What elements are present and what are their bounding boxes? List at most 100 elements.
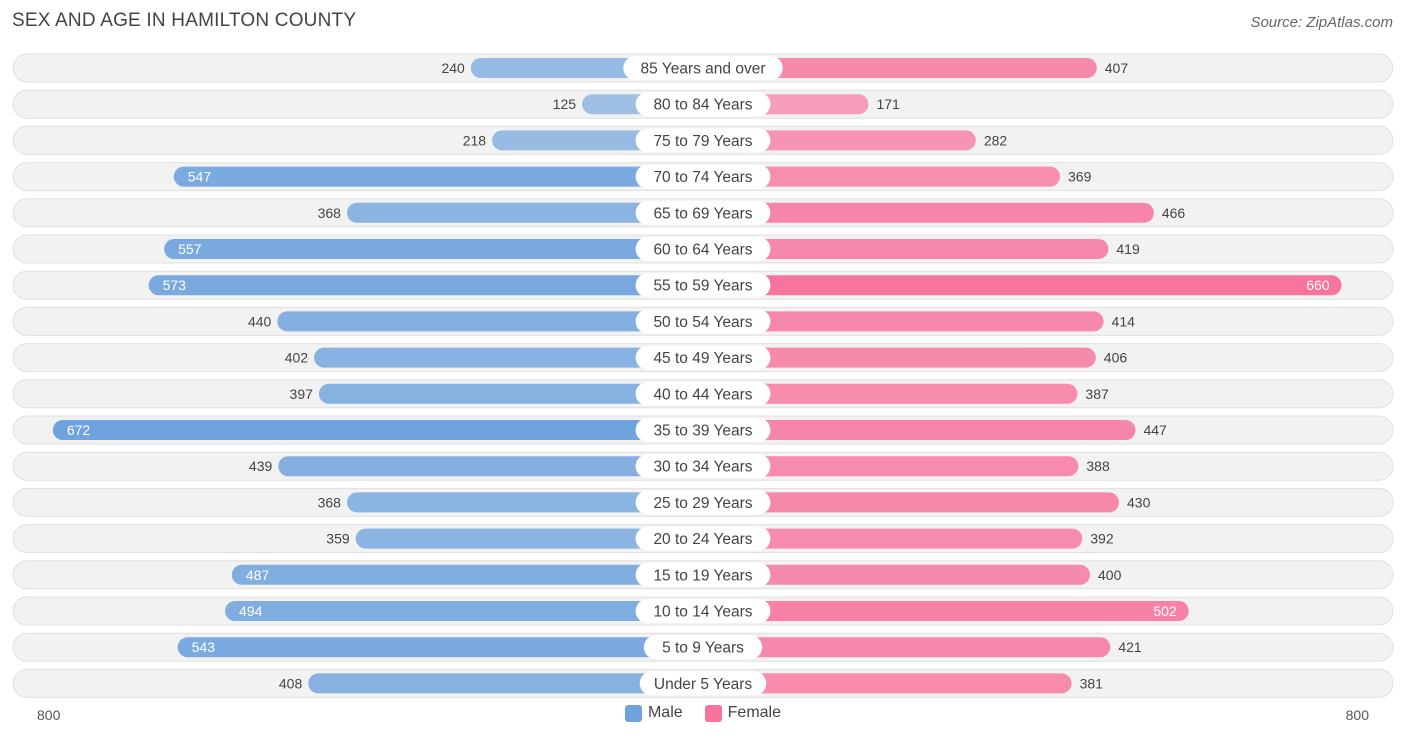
male-bar[interactable] <box>173 166 714 187</box>
age-label: 75 to 79 Years <box>653 133 752 150</box>
age-label: 50 to 54 Years <box>653 314 752 331</box>
age-label: 45 to 49 Years <box>653 350 752 367</box>
male-bar[interactable] <box>346 492 713 513</box>
age-row: 557 419 60 to 64 Years <box>12 234 1394 264</box>
male-value-label: 439 <box>249 458 273 474</box>
age-row: 402 406 45 to 49 Years <box>12 343 1394 373</box>
age-pill <box>643 635 763 660</box>
age-row: 240 407 85 Years and over <box>12 53 1394 83</box>
age-label: 65 to 69 Years <box>653 205 752 222</box>
female-value-label: 447 <box>1143 422 1167 438</box>
female-bar[interactable] <box>693 202 1154 223</box>
male-bar[interactable] <box>277 311 713 332</box>
age-pill <box>635 418 771 442</box>
male-bar[interactable] <box>164 239 714 259</box>
female-value-label: 502 <box>1153 603 1177 619</box>
male-bar[interactable] <box>231 564 713 585</box>
legend: Male Female <box>0 704 1406 722</box>
female-bar[interactable] <box>693 275 1342 296</box>
age-label: 40 to 44 Years <box>653 386 752 403</box>
age-row: 397 387 40 to 44 Years <box>12 379 1394 409</box>
age-row: 408 381 Under 5 Years <box>12 668 1394 698</box>
female-value-label: 392 <box>1090 531 1114 547</box>
age-label: 60 to 64 Years <box>653 242 752 259</box>
male-bar[interactable] <box>346 202 713 223</box>
age-pill <box>635 381 771 406</box>
male-bar[interactable] <box>314 347 713 368</box>
female-bar[interactable] <box>693 637 1111 658</box>
age-label: 25 to 29 Years <box>653 495 752 512</box>
age-pill <box>635 128 771 153</box>
male-value-label: 494 <box>239 603 263 619</box>
male-bar[interactable] <box>225 601 713 621</box>
female-bar[interactable] <box>693 528 1083 549</box>
female-bar[interactable] <box>693 673 1072 694</box>
age-label: 35 to 39 Years <box>653 423 752 440</box>
age-pill <box>635 345 771 370</box>
age-label: 20 to 24 Years <box>653 531 752 548</box>
age-pill <box>635 92 771 117</box>
male-value-label: 543 <box>192 639 216 655</box>
male-value-label: 240 <box>441 60 465 76</box>
female-bar[interactable] <box>693 420 1136 440</box>
age-label: 30 to 34 Years <box>653 459 752 476</box>
male-value-label: 359 <box>326 531 350 547</box>
female-value-label: 430 <box>1127 494 1151 510</box>
male-value-label: 557 <box>178 241 202 257</box>
female-bar[interactable] <box>693 564 1090 585</box>
male-value-label: 368 <box>318 494 342 510</box>
age-row: 125 171 80 to 84 Years <box>12 89 1394 119</box>
female-bar[interactable] <box>693 383 1078 404</box>
axis-right-label: 800 <box>1345 707 1369 723</box>
male-value-label: 547 <box>188 169 212 185</box>
female-value-label: 388 <box>1086 458 1110 474</box>
age-row: 494 502 10 to 14 Years <box>12 596 1394 626</box>
male-bar[interactable] <box>355 528 713 549</box>
age-row: 359 392 20 to 24 Years <box>12 524 1394 554</box>
legend-item-male[interactable]: Male <box>624 704 683 722</box>
male-bar[interactable] <box>308 673 713 694</box>
female-bar[interactable] <box>693 239 1109 259</box>
female-bar[interactable] <box>693 347 1096 368</box>
chart-source: Source: ZipAtlas.com <box>1250 14 1393 31</box>
age-row: 218 282 75 to 79 Years <box>12 125 1394 155</box>
male-value-label: 125 <box>553 96 577 112</box>
female-bar[interactable] <box>693 456 1079 477</box>
female-bar[interactable] <box>693 166 1061 187</box>
female-value-label: 400 <box>1098 567 1122 583</box>
legend-swatch-male <box>624 704 642 722</box>
male-value-label: 573 <box>163 277 187 293</box>
male-bar[interactable] <box>318 383 713 404</box>
female-bar[interactable] <box>693 58 1097 78</box>
age-pill <box>635 562 771 587</box>
age-label: 5 to 9 Years <box>662 640 744 657</box>
female-value-label: 414 <box>1112 313 1136 329</box>
female-bar[interactable] <box>693 492 1120 513</box>
age-pill <box>635 273 771 298</box>
female-value-label: 406 <box>1104 350 1128 366</box>
female-value-label: 387 <box>1085 386 1109 402</box>
age-pill <box>639 671 767 696</box>
age-pill <box>623 56 783 80</box>
male-value-label: 397 <box>290 386 314 402</box>
female-value-label: 660 <box>1306 277 1330 293</box>
male-bar[interactable] <box>148 275 713 296</box>
male-bar[interactable] <box>177 637 713 658</box>
female-value-label: 466 <box>1162 205 1186 221</box>
age-label: 15 to 19 Years <box>653 567 752 584</box>
age-pill <box>635 599 771 623</box>
male-value-label: 402 <box>285 350 309 366</box>
age-row: 547 369 70 to 74 Years <box>12 162 1394 192</box>
female-bar[interactable] <box>693 601 1189 621</box>
legend-item-female[interactable]: Female <box>704 704 781 722</box>
male-value-label: 487 <box>246 567 270 583</box>
male-value-label: 408 <box>279 675 303 691</box>
male-bar[interactable] <box>52 420 713 440</box>
male-bar[interactable] <box>278 456 713 477</box>
age-label: Under 5 Years <box>654 676 752 693</box>
female-bar[interactable] <box>693 311 1104 332</box>
age-pill <box>635 309 771 334</box>
age-label: 85 Years and over <box>641 61 766 78</box>
female-value-label: 171 <box>876 96 900 112</box>
